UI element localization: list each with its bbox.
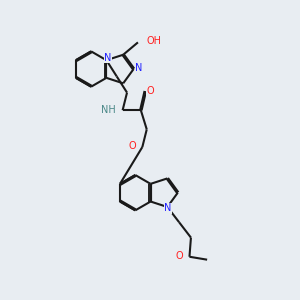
Text: N: N xyxy=(164,203,172,214)
Text: NH: NH xyxy=(101,105,116,115)
Text: O: O xyxy=(128,142,136,152)
Text: N: N xyxy=(135,63,142,73)
Text: O: O xyxy=(176,251,183,261)
Text: O: O xyxy=(147,85,154,95)
Text: N: N xyxy=(104,53,112,63)
Text: OH: OH xyxy=(146,36,161,46)
